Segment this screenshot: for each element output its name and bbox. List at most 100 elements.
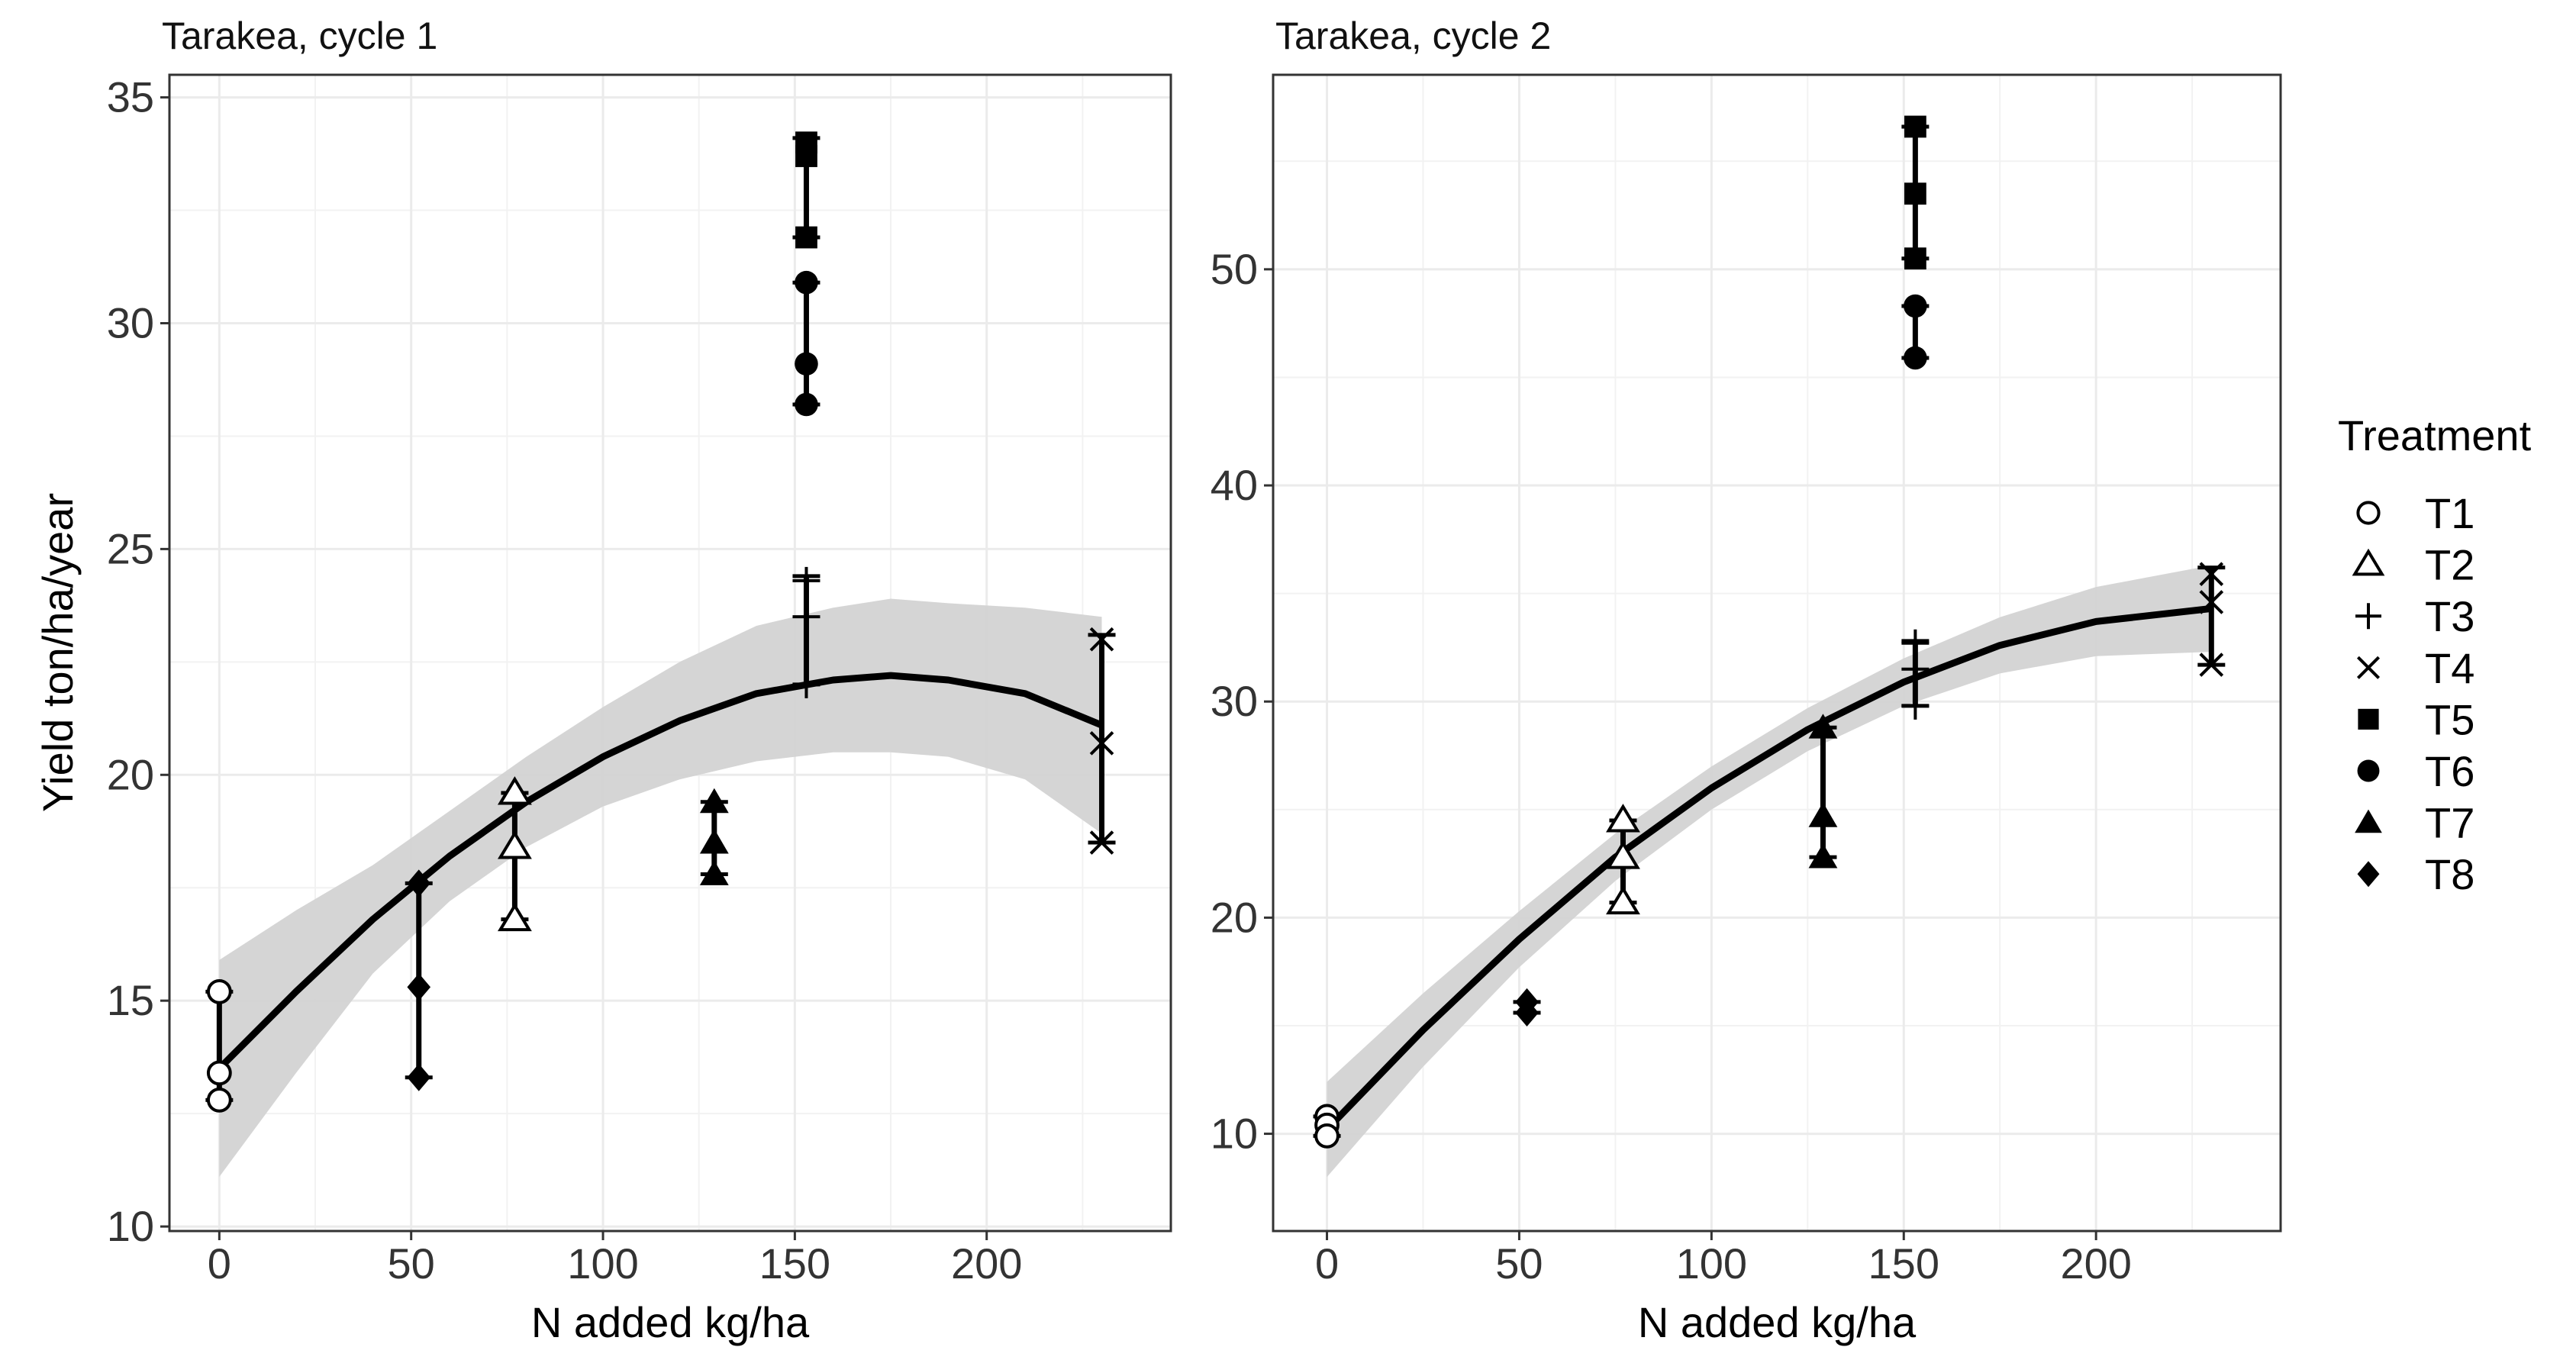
point-t4 xyxy=(1089,731,1114,756)
legend-item-t7: T7 xyxy=(2355,799,2474,847)
point-t4 xyxy=(2199,562,2224,586)
y-axis-title: Yield ton/ha/year xyxy=(34,493,82,812)
point-t5 xyxy=(1904,247,1926,270)
confidence-ribbon-cycle-1 xyxy=(219,598,1102,1177)
legend-label-t5: T5 xyxy=(2425,695,2474,743)
point-t4 xyxy=(2199,590,2224,614)
fit-line-cycle-1 xyxy=(217,672,1104,1072)
x-axis-title-cycle-2: N added kg/ha xyxy=(1638,1298,1917,1346)
x-tick-label: 50 xyxy=(1495,1239,1543,1287)
point-t4 xyxy=(1089,627,1114,652)
point-t6 xyxy=(795,270,818,295)
fit-curve xyxy=(1324,604,2212,1133)
x-ticks-cycle-2: 0 50 100 150 200 xyxy=(1315,1231,2132,1287)
y-tick-label: 10 xyxy=(107,1202,154,1250)
y-tick-label: 35 xyxy=(107,73,154,121)
point-t6 xyxy=(1904,346,1927,370)
point-t2 xyxy=(497,902,532,932)
panel-cycle-1: Tarakea, cycle 1 0 50 100 150 200 10 15 20 25 30… xyxy=(34,15,1172,1346)
y-tick-label: 30 xyxy=(1211,677,1258,725)
point-t4 xyxy=(2199,653,2224,677)
point-t3 xyxy=(1901,691,1930,720)
legend-item-t2: T2 xyxy=(2352,541,2474,589)
y-tick-label: 30 xyxy=(107,298,154,346)
point-t6 xyxy=(795,352,818,376)
panel-title-cycle-1: Tarakea, cycle 1 xyxy=(162,15,437,57)
point-t8 xyxy=(407,973,431,1001)
points-cycle-2 xyxy=(1314,115,2224,1149)
y-ticks-cycle-1: 10 15 20 25 30 35 xyxy=(107,73,169,1250)
point-t6 xyxy=(1904,294,1927,318)
legend-key-t1 xyxy=(2356,501,2381,525)
legend-label-t6: T6 xyxy=(2425,747,2474,795)
point-t3 xyxy=(792,566,821,595)
point-t3 xyxy=(1901,629,1930,657)
legend-key-t4 xyxy=(2356,656,2381,679)
point-t3 xyxy=(792,670,821,698)
point-t7 xyxy=(699,860,729,885)
confidence-ribbon-cycle-2 xyxy=(1327,565,2212,1178)
point-t2 xyxy=(1606,840,1640,869)
point-t7 xyxy=(1808,843,1838,869)
legend-key-t6 xyxy=(2357,759,2380,782)
y-tick-label: 50 xyxy=(1211,245,1258,293)
point-t5 xyxy=(795,145,817,167)
legend-key-t7 xyxy=(2355,809,2382,833)
legend-label-t8: T8 xyxy=(2425,850,2474,898)
y-tick-label: 10 xyxy=(1211,1110,1258,1158)
point-t1 xyxy=(1314,1123,1340,1149)
point-t5 xyxy=(795,226,817,249)
y-tick-label: 20 xyxy=(107,750,154,798)
legend-key-t5 xyxy=(2358,708,2379,730)
legend-key-t8 xyxy=(2357,861,2380,888)
x-tick-label: 150 xyxy=(1868,1239,1939,1287)
point-t7 xyxy=(1808,714,1838,739)
point-t5 xyxy=(1904,115,1926,138)
panel-cycle-2: Tarakea, cycle 2 0 50 100 150 200 10 20 30 40 50… xyxy=(1211,15,2282,1346)
legend-item-t6: T6 xyxy=(2357,747,2474,795)
panel-title-cycle-2: Tarakea, cycle 2 xyxy=(1275,15,1551,57)
x-tick-label: 150 xyxy=(759,1239,830,1287)
confidence-band xyxy=(1327,565,2212,1178)
x-tick-label: 200 xyxy=(2060,1239,2131,1287)
plot-border-cycle-2 xyxy=(1272,73,2282,1233)
point-t7 xyxy=(699,788,729,814)
y-tick-label: 25 xyxy=(107,524,154,572)
y-ticks-cycle-2: 10 20 30 40 50 xyxy=(1211,245,1273,1158)
fit-line-cycle-2 xyxy=(1324,604,2212,1133)
x-axis-title-cycle-1: N added kg/ha xyxy=(531,1298,810,1346)
x-tick-label: 200 xyxy=(951,1239,1022,1287)
points-cycle-1 xyxy=(206,131,1114,1113)
point-t8 xyxy=(1515,998,1539,1026)
legend-item-t1: T1 xyxy=(2356,489,2474,537)
x-ticks-cycle-1: 0 50 100 150 200 xyxy=(208,1231,1022,1287)
legend-item-t8: T8 xyxy=(2357,850,2474,898)
point-t1 xyxy=(206,1060,232,1086)
legend-title: Treatment xyxy=(2338,411,2532,459)
point-t2 xyxy=(497,830,532,859)
point-t6 xyxy=(795,392,818,417)
y-tick-label: 40 xyxy=(1211,461,1258,509)
y-tick-label: 20 xyxy=(1211,893,1258,941)
point-t5 xyxy=(1904,182,1926,205)
legend-label-t3: T3 xyxy=(2425,592,2474,640)
plot-border-cycle-1 xyxy=(168,73,1172,1233)
x-tick-label: 50 xyxy=(388,1239,435,1287)
legend-label-t2: T2 xyxy=(2425,541,2474,589)
point-t8 xyxy=(407,869,431,898)
confidence-band xyxy=(219,598,1102,1177)
fit-curve xyxy=(217,672,1104,1072)
x-tick-label: 100 xyxy=(567,1239,638,1287)
point-t1 xyxy=(206,978,232,1004)
legend-label-t4: T4 xyxy=(2425,644,2474,692)
y-tick-label: 15 xyxy=(107,976,154,1024)
legend-item-t3: T3 xyxy=(2355,592,2474,640)
point-t2 xyxy=(1606,885,1640,915)
legend-key-t3 xyxy=(2355,603,2381,630)
point-t2 xyxy=(497,776,532,805)
legend-key-t2 xyxy=(2352,548,2385,576)
legend-item-t4: T4 xyxy=(2356,644,2474,692)
point-t2 xyxy=(1606,804,1640,833)
